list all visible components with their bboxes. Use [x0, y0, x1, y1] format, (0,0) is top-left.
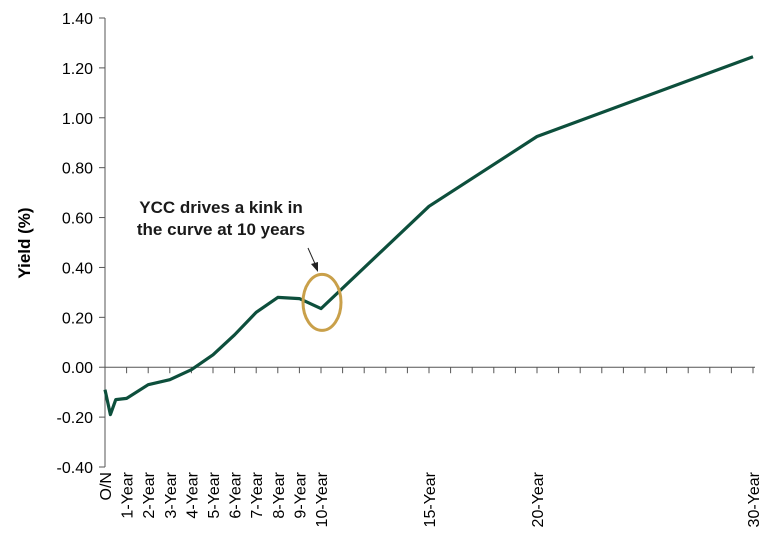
x-tick-label: 6-Year	[228, 471, 245, 518]
x-tick-label: 4-Year	[184, 471, 201, 518]
y-tick-label: 1.40	[62, 11, 93, 28]
y-tick-label: 1.00	[62, 111, 93, 128]
annotation-circle	[301, 272, 343, 332]
annotation-group	[301, 247, 343, 332]
y-tick-label: 0.40	[62, 260, 93, 277]
y-axis-title: Yield (%)	[15, 207, 34, 278]
x-tick-label: 20-Year	[530, 471, 547, 527]
x-tick-label: 3-Year	[163, 471, 180, 518]
x-tick-label: 2-Year	[141, 471, 158, 518]
x-tick-label: 15-Year	[422, 471, 439, 527]
x-tick-label: 5-Year	[206, 471, 223, 518]
y-tick-label: -0.40	[57, 460, 94, 477]
y-tick-label: 0.00	[62, 360, 93, 377]
x-tick-label: 30-Year	[746, 471, 763, 527]
series-group	[103, 55, 754, 417]
axes-group	[104, 18, 755, 467]
series-line	[103, 55, 754, 417]
annotation-line-1: YCC drives a kink in	[139, 198, 302, 217]
x-tick-label: 7-Year	[249, 471, 266, 518]
y-tick-label: 0.80	[62, 161, 93, 178]
ticks-group	[99, 17, 754, 468]
y-tick-label: 0.60	[62, 211, 93, 228]
x-tick-label: 1-Year	[120, 471, 137, 518]
annotation-arrow-head	[311, 262, 318, 272]
x-tick-label: 10-Year	[314, 471, 331, 527]
x-tick-label: 9-Year	[292, 471, 309, 518]
y-tick-label: 0.20	[62, 310, 93, 327]
tick-labels-group: -0.40 -0.20 0.00 0.20 0.40 0.60 0.80 1.00 1.20 1.…	[57, 11, 763, 527]
y-tick-label: 1.20	[62, 61, 93, 78]
y-tick-label: -0.20	[57, 410, 94, 427]
annotation-line-2: the curve at 10 years	[137, 220, 305, 239]
x-tick-label: O/N	[98, 472, 115, 500]
x-tick-label: 8-Year	[271, 471, 288, 518]
